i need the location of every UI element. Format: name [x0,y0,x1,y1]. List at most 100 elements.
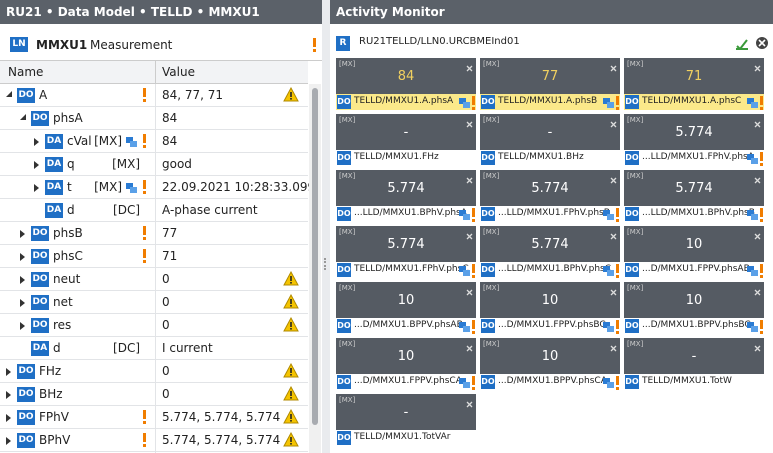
node-name: q [67,157,75,171]
expand-toggle[interactable] [20,276,25,284]
tile-value: 77 [541,69,559,84]
tile-body: [MX] 10 [624,282,764,318]
node-value: A-phase current [162,203,258,217]
tree-row[interactable]: DA q [MX] good [0,153,308,176]
tree-row[interactable]: DO neut 0 [0,268,308,291]
tile-tag: [MX] [339,228,356,236]
tree-row[interactable]: DO net 0 [0,291,308,314]
value-tile[interactable]: [MX] - DO TELLD/MMXU1.TotVAr [336,394,476,446]
expand-toggle[interactable] [20,299,25,307]
node-name: net [53,295,73,309]
flag-icon [142,433,147,447]
tile-tag: [MX] [627,284,644,292]
tile-body: [MX] - [336,394,476,430]
value-tile[interactable]: [MX] 5.774 DO TELLD/MMXU1.FPhV.phsC [336,226,476,278]
value-tile[interactable]: [MX] 10 DO ...D/MMXU1.BPPV.phsCA [480,338,620,390]
expand-toggle[interactable] [6,91,12,97]
node-name: d [53,341,61,355]
column-name[interactable]: Value [162,65,195,79]
type-badge: DO [17,387,35,402]
splitter[interactable] [324,258,328,270]
value-tile[interactable]: [MX] 5.774 DO ...LLD/MMXU1.BPhV.phsB [624,170,764,222]
flag-icon [759,208,764,222]
tree-row[interactable]: DO phsA 84 [0,107,308,130]
warning-icon [283,408,299,425]
expand-toggle[interactable] [6,368,11,376]
value-tile[interactable]: [MX] 5.774 DO ...LLD/MMXU1.BPhV.phsA [336,170,476,222]
tree-row[interactable]: DO FPhV 5.774, 5.774, 5.774 [0,406,308,429]
expand-toggle[interactable] [20,114,26,120]
source-actions[interactable] [735,36,769,50]
node-name: phsA [53,111,83,125]
value-tile[interactable]: [MX] 5.774 DO ...LLD/MMXU1.FPhV.phsA [624,114,764,166]
tree-row[interactable]: DO A 84, 77, 71 [0,84,308,107]
value-tile[interactable]: [MX] 10 DO ...D/MMXU1.BPPV.phsAB [336,282,476,334]
value-tile[interactable]: [MX] - DO TELLD/MMXU1.FHz [336,114,476,166]
tile-value: 10 [541,349,559,364]
type-badge: DO [481,319,495,333]
value-tile[interactable]: [MX] 5.774 DO ...LLD/MMXU1.FPhV.phsB [480,170,620,222]
close-icon [754,61,761,72]
flag-icon [142,134,147,148]
node-name: FHz [39,364,62,378]
flag-icon [615,320,620,334]
value-tile[interactable]: [MX] - DO TELLD/MMXU1.TotW [624,338,764,390]
expand-toggle[interactable] [6,437,11,445]
expand-toggle[interactable] [20,322,25,330]
type-badge: DA [31,341,49,356]
tile-label: TELLD/MMXU1.A.phsB [498,96,598,106]
value-tile[interactable]: [MX] - DO TELLD/MMXU1.BHz [480,114,620,166]
close-icon [466,173,473,184]
close-icon [466,117,473,128]
scrollbar[interactable] [309,84,321,453]
tree-row[interactable]: DO phsB 77 [0,222,308,245]
tree-row[interactable]: DO BHz 0 [0,383,308,406]
tile-body: [MX] 10 [336,282,476,318]
tile-body: [MX] 5.774 [336,226,476,262]
tile-value: - [403,125,409,140]
value-tile[interactable]: [MX] 10 DO ...D/MMXU1.FPPV.phsCA [336,338,476,390]
tree-row[interactable]: DA t [MX] 22.09.2021 10:28:33.099 [0,176,315,199]
tile-label: ...D/MMXU1.BPPV.phsAB [354,320,463,330]
node-value: 0 [162,318,170,332]
value-tile[interactable]: [MX] 77 DO TELLD/MMXU1.A.phsB [480,58,620,110]
type-badge: DO [625,263,639,277]
tile-label: TELLD/MMXU1.FHz [354,152,439,162]
value-tile[interactable]: [MX] 10 DO ...D/MMXU1.FPPV.phsBC [480,282,620,334]
tile-body: [MX] - [480,114,620,150]
value-tile[interactable]: [MX] 84 DO TELLD/MMXU1.A.phsA [336,58,476,110]
tree-row[interactable]: DO phsC 71 [0,245,308,268]
expand-toggle[interactable] [34,161,39,169]
type-badge: DO [337,207,351,221]
link-icon [747,153,759,165]
tree-row[interactable]: DO res 0 [0,314,308,337]
node-tag: [MX] [94,180,122,194]
expand-toggle[interactable] [20,253,25,261]
close-icon [610,229,617,240]
expand-toggle[interactable] [34,184,39,192]
expand-toggle[interactable] [20,230,25,238]
type-badge: DO [481,151,495,165]
type-badge: DO [481,375,495,389]
tile-value: 84 [397,69,415,84]
tree-row[interactable]: DO BPhV 5.774, 5.774, 5.774 [0,429,308,452]
value-tile[interactable]: [MX] 10 DO ...D/MMXU1.FPPV.phsAB [624,226,764,278]
tile-value: 5.774 [675,125,713,140]
value-tile[interactable]: [MX] 10 DO ...D/MMXU1.BPPV.phsBC [624,282,764,334]
tree-row[interactable]: DA d [DC] A-phase current [0,199,308,222]
scroll-thumb[interactable] [312,88,318,425]
value-tile[interactable]: [MX] 71 DO TELLD/MMXU1.A.phsC [624,58,764,110]
expand-toggle[interactable] [6,414,11,422]
flag-icon [471,264,476,278]
link-icon [747,321,759,333]
link-icon [603,209,615,221]
tile-label: TELLD/MMXU1.A.phsC [642,96,742,106]
value-tile[interactable]: [MX] 5.774 DO ...LLD/MMXU1.BPhV.phsC [480,226,620,278]
tree-row[interactable]: DO FHz 0 [0,360,308,383]
tree-row[interactable]: DA cVal [MX] 84 [0,130,308,153]
expand-toggle[interactable] [6,391,11,399]
type-badge: DA [45,157,63,172]
column-name[interactable]: Name [8,65,44,79]
tree-row[interactable]: DA d [DC] I current [0,337,308,360]
expand-toggle[interactable] [34,138,39,146]
